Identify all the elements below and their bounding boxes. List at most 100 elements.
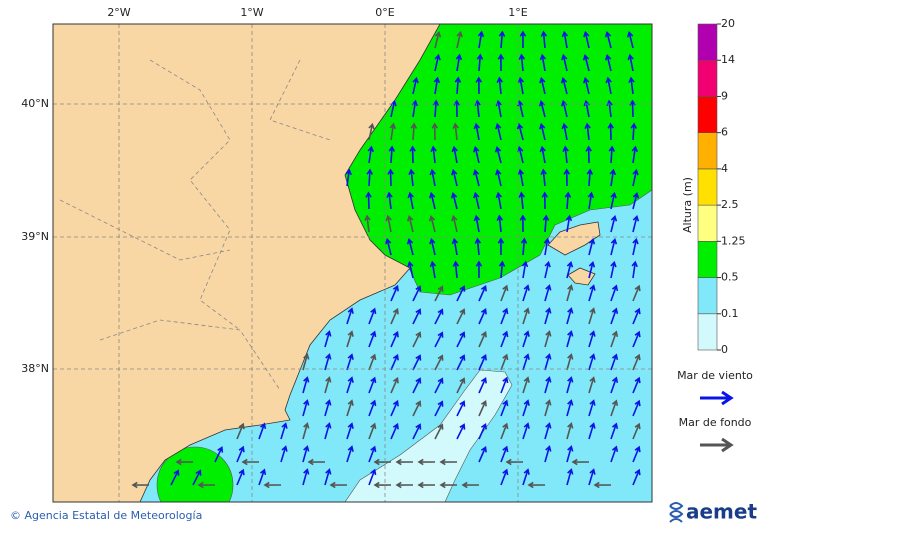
wave-arrow (518, 191, 525, 210)
wave-arrow (610, 353, 619, 371)
wave-arrow (495, 122, 502, 141)
wave-arrow (585, 145, 592, 164)
wave-arrow (346, 399, 354, 417)
wave-arrow (565, 214, 573, 233)
wave-arrow (500, 422, 509, 440)
wave-arrow (368, 399, 377, 417)
wave-arrow (324, 468, 332, 486)
wave-arrow (324, 376, 332, 394)
wave-arrow (497, 237, 505, 256)
wave-arrow (456, 308, 466, 325)
wave-arrow (474, 237, 482, 256)
wave-arrow (236, 445, 245, 463)
wave-arrow (434, 30, 442, 49)
wave-arrow (131, 481, 150, 489)
colorbar-label: 1.25 (721, 234, 746, 247)
wave-arrow (518, 53, 526, 72)
wave-arrow (450, 191, 458, 210)
wave-arrow (583, 30, 590, 49)
island (547, 221, 601, 256)
wave-arrow (307, 458, 326, 466)
colorbar: 0 0.1 0.5 1.25 2.5 4 6 9 14 20 (697, 17, 746, 356)
wave-arrow (588, 468, 596, 486)
wave-arrow (302, 376, 310, 394)
wave-arrow (631, 260, 638, 279)
wave-zone-light (344, 369, 513, 502)
wave-arrow (412, 423, 422, 440)
legend-label: Mar de fondo (679, 416, 752, 429)
wave-arrow (324, 422, 332, 440)
colorbar-label: 0.5 (721, 271, 739, 284)
wave-arrow (539, 122, 546, 141)
wave-arrow (563, 168, 571, 187)
wave-arrow (451, 168, 458, 187)
colorbar-segment (697, 59, 718, 97)
colorbar-label: 4 (721, 162, 728, 175)
wave-arrow (346, 330, 354, 348)
map (53, 24, 652, 502)
wave-arrow (498, 260, 506, 279)
wave-arrow (412, 285, 422, 302)
wave-arrow (588, 260, 596, 279)
wave-arrow (373, 458, 392, 466)
wave-arrow (561, 122, 568, 141)
wave-arrow (412, 76, 419, 95)
wave-arrow (544, 445, 552, 463)
wave-arrow (456, 30, 463, 49)
wave-arrow (478, 422, 487, 440)
border (59, 59, 331, 391)
wave-arrow (627, 53, 634, 72)
wave-arrow (454, 76, 462, 95)
wave-arrow (409, 145, 416, 164)
wave-arrow (495, 168, 502, 187)
wave-arrow (258, 422, 267, 440)
wave-arrow (605, 76, 612, 95)
wave-arrow (544, 399, 552, 417)
wave-arrow (428, 214, 436, 233)
lon-label: 1°E (508, 6, 527, 19)
colorbar-title: Altura (m) (681, 177, 694, 233)
wave-arrow (410, 122, 418, 141)
wave-arrow (302, 399, 310, 417)
wave-arrow (584, 122, 591, 141)
wave-arrow (541, 191, 549, 210)
colorbar-label: 6 (721, 126, 728, 139)
wave-arrow (544, 284, 552, 302)
wave-arrow (367, 145, 375, 164)
wave-arrow (582, 53, 590, 72)
wave-arrow (406, 214, 414, 233)
wave-arrow (387, 168, 394, 187)
wave-arrow (610, 191, 617, 210)
wave-arrow (302, 468, 310, 486)
lon-label: 0°E (375, 6, 394, 19)
wave-arrow (632, 468, 641, 486)
wave-arrow (610, 330, 619, 348)
wave-arrow (434, 354, 444, 371)
wave-arrow (566, 330, 574, 348)
wave-arrow (588, 399, 596, 417)
colorbar-segment (697, 132, 718, 170)
wave-arrow (522, 376, 530, 394)
wave-arrow (610, 445, 619, 463)
colorbar-segment (697, 313, 718, 351)
wave-arrow (478, 307, 487, 325)
wave-arrow (408, 168, 415, 187)
wave-arrow (214, 446, 224, 463)
wave-arrow (236, 468, 245, 486)
wave-arrow (628, 76, 635, 95)
logo-text: aemet (686, 500, 757, 524)
wave-arrow (610, 307, 619, 325)
wave-arrow (632, 376, 641, 394)
colorbar-segment (697, 204, 718, 242)
wave-arrow (566, 284, 574, 302)
wave-arrow (302, 422, 310, 440)
wave-arrow (417, 458, 436, 466)
wave-arrow (562, 145, 569, 164)
wave-arrow (452, 122, 459, 141)
wave-arrow (632, 445, 641, 463)
wave-arrow (561, 30, 569, 49)
wave-arrow (478, 330, 487, 348)
wave-arrow (434, 377, 444, 394)
wave-arrow (451, 214, 458, 233)
wave-arrow (384, 237, 392, 256)
